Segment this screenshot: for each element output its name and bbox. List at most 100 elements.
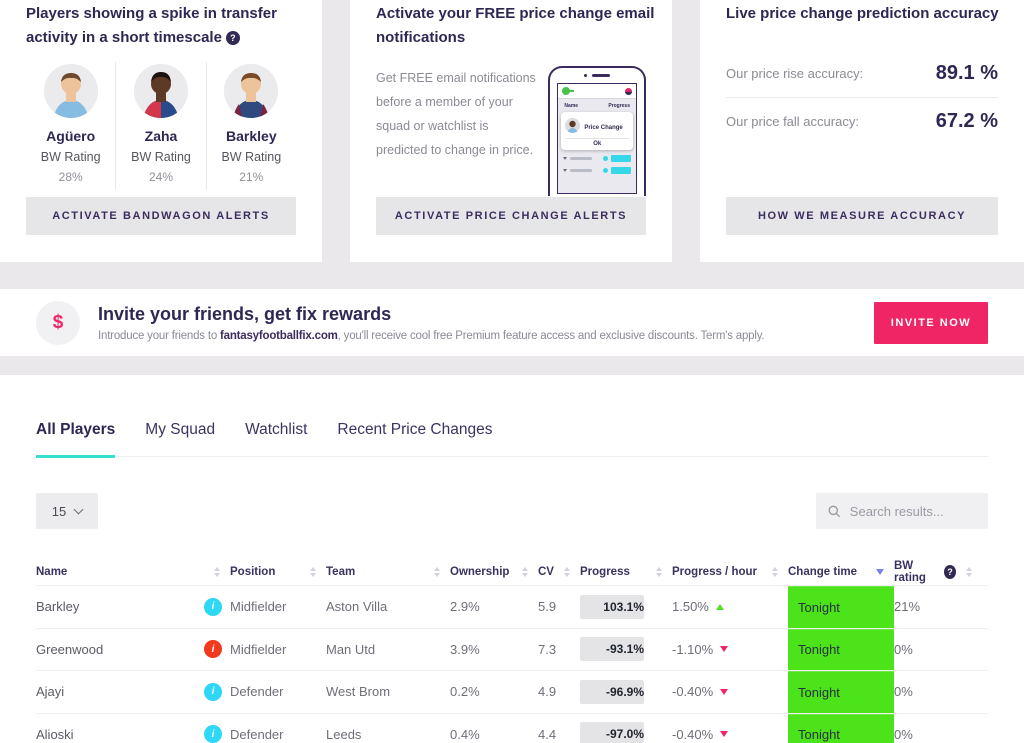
cell-cv: 5.9 [538, 599, 557, 615]
chevron-down-icon [73, 504, 84, 514]
help-icon[interactable] [944, 565, 956, 579]
cell-position: Defender [230, 684, 284, 700]
invite-now-button[interactable]: INVITE NOW [874, 301, 988, 344]
how-we-measure-accuracy-button[interactable]: HOW WE MEASURE ACCURACY [726, 197, 998, 235]
column-header-ownership[interactable]: Ownership [450, 566, 538, 578]
table-row[interactable]: Ajayi Defender West Brom 0.2% 4.9 -96.9%… [36, 670, 988, 713]
tab-my-squad[interactable]: My Squad [145, 421, 216, 438]
rise-accuracy-label: Our price rise accuracy: [726, 66, 864, 81]
sort-icon[interactable] [522, 567, 528, 577]
player-info-icon[interactable] [204, 597, 222, 616]
progress-badge: -97.0% [580, 722, 644, 743]
cell-position: Midfielder [230, 641, 287, 657]
tab-watchlist[interactable]: Watchlist [245, 421, 308, 438]
column-header-team[interactable]: Team [326, 566, 450, 578]
cell-bw-rating: 0% [894, 641, 913, 657]
column-header-extra-sort[interactable] [966, 567, 988, 577]
cell-bw-rating: 21% [894, 599, 921, 615]
mini-popup-title: Price Change [584, 125, 623, 131]
table-header-row: Name Position Team Ownership CV Progress… [36, 559, 988, 585]
sort-icon[interactable] [434, 567, 440, 577]
rise-accuracy-value: 89.1 % [935, 62, 998, 84]
bandwagon-card: Players showing a spike in transfer acti… [0, 0, 322, 262]
sort-icon[interactable] [772, 567, 778, 577]
column-header-change-time[interactable]: Change time [788, 566, 894, 578]
chevron-down-icon [563, 169, 568, 172]
cell-team: Leeds [326, 726, 362, 742]
players-panel: All Players My Squad Watchlist Recent Pr… [0, 375, 1024, 743]
cell-change-time: Tonight [788, 586, 894, 628]
column-header-cv[interactable]: CV [538, 566, 580, 578]
search-box[interactable] [816, 493, 988, 529]
table-row[interactable]: Alioski Defender Leeds 0.4% 4.4 -97.0% -… [36, 712, 988, 743]
mini-ok-button: Ok [565, 138, 629, 148]
cell-cv: 4.9 [538, 684, 557, 700]
phone-speaker-slot [592, 74, 611, 77]
section-divider [0, 356, 1024, 375]
player-rating-label: BW Rating [221, 150, 282, 164]
accuracy-card: Live price change prediction accuracy Ou… [700, 0, 1024, 262]
price-change-popup: Price Change Ok [561, 112, 633, 150]
cell-player-name[interactable]: Barkley [36, 599, 80, 615]
player-info-icon[interactable] [204, 682, 222, 701]
cell-ownership: 2.9% [450, 599, 480, 615]
progress-badge: 103.1% [580, 594, 644, 619]
trend-triangle-icon [715, 603, 724, 610]
invite-banner: $ Invite your friends, get fix rewards I… [0, 289, 1024, 356]
fall-accuracy-value: 67.2 % [935, 109, 998, 132]
activate-price-change-alerts-button[interactable]: ACTIVATE PRICE CHANGE ALERTS [376, 197, 646, 235]
player-info-icon[interactable] [204, 640, 222, 659]
player-info-icon[interactable] [204, 725, 222, 743]
column-header-bw-rating[interactable]: BW rating [894, 560, 966, 584]
player-name[interactable]: Barkley [226, 128, 277, 144]
cell-player-name[interactable]: Alioski [36, 726, 74, 742]
table-row[interactable]: Barkley Midfielder Aston Villa 2.9% 5.9 … [36, 585, 988, 628]
sort-icon[interactable] [310, 567, 316, 577]
cell-cv: 4.4 [538, 726, 557, 742]
column-header-position[interactable]: Position [230, 566, 326, 578]
tab-all-players[interactable]: All Players [36, 421, 116, 458]
cell-progress-hour: 1.50% [672, 599, 788, 614]
phone-camera-dot [584, 74, 588, 77]
player-name[interactable]: Zaha [144, 128, 178, 144]
app-logo-icon [625, 87, 632, 95]
sort-descending-icon[interactable] [876, 569, 884, 575]
sort-icon[interactable] [656, 567, 662, 577]
column-header-progress[interactable]: Progress [580, 566, 672, 578]
player-avatar [43, 64, 98, 118]
column-header-name[interactable]: Name [36, 566, 230, 578]
invite-title: Invite your friends, get fix rewards [98, 303, 392, 324]
player-avatar [224, 64, 279, 118]
sort-icon[interactable] [966, 567, 972, 577]
search-input[interactable] [849, 503, 976, 519]
page-size-select[interactable]: 15 [36, 493, 98, 529]
cell-team: Man Utd [326, 641, 376, 657]
fall-accuracy-label: Our price fall accuracy: [726, 113, 859, 129]
mini-table-row [561, 167, 633, 174]
top-cards-row: Players showing a spike in transfer acti… [0, 0, 1024, 262]
cell-player-name[interactable]: Ajayi [36, 684, 65, 700]
column-header-progress-hour[interactable]: Progress / hour [672, 566, 788, 578]
trend-triangle-icon [720, 688, 729, 695]
progress-badge: -96.9% [580, 679, 644, 704]
cell-player-name[interactable]: Greenwood [36, 641, 104, 657]
tab-bar: All Players My Squad Watchlist Recent Pr… [36, 421, 988, 458]
cell-progress-hour: -0.40% [672, 684, 788, 699]
cell-change-time: Tonight [788, 628, 894, 670]
key-icon [562, 87, 575, 95]
tab-recent-price-changes[interactable]: Recent Price Changes [337, 421, 493, 438]
table-row[interactable]: Greenwood Midfielder Man Utd 3.9% 7.3 -9… [36, 627, 988, 670]
sort-icon[interactable] [564, 567, 570, 577]
mini-col-name: Name [564, 103, 579, 109]
activate-bandwagon-alerts-button[interactable]: ACTIVATE BANDWAGON ALERTS [26, 197, 296, 235]
mini-col-progress: Progress [608, 103, 630, 109]
player-avatar [133, 64, 188, 118]
cell-ownership: 3.9% [450, 641, 480, 657]
invite-domain-link[interactable]: fantasyfootballfix.com [220, 329, 338, 342]
help-icon[interactable] [225, 31, 240, 45]
cell-ownership: 0.2% [450, 684, 480, 700]
player-name[interactable]: Agüero [46, 128, 96, 144]
sort-icon[interactable] [214, 567, 220, 577]
mini-avatar [565, 117, 581, 133]
players-table: Name Position Team Ownership CV Progress… [36, 559, 988, 743]
